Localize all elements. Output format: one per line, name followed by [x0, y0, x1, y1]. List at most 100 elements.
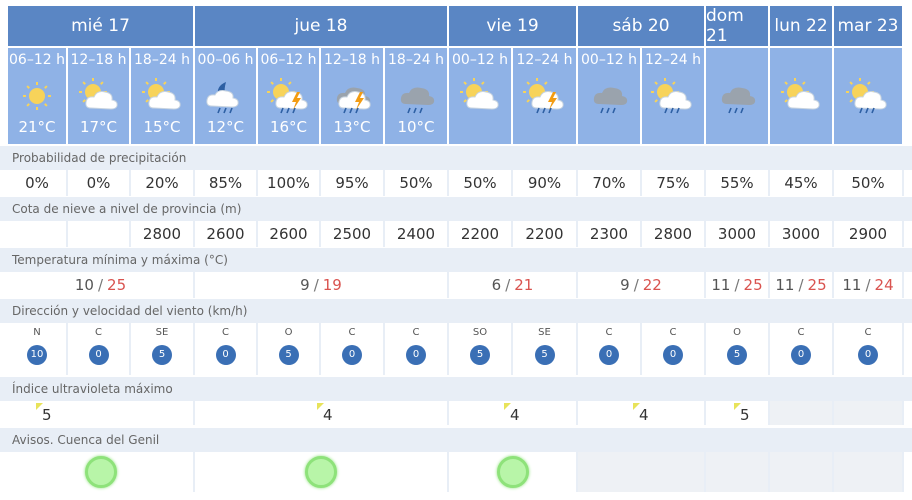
day-header-1: jue 18	[195, 6, 449, 46]
snow-level-cell: 3000	[770, 221, 834, 247]
alert-level-green-icon[interactable]	[496, 456, 529, 488]
uv-level-marker	[317, 403, 324, 410]
wind-cell: N 10	[8, 323, 68, 375]
wind-direction: SE	[538, 327, 551, 338]
temp-range-cell: 9/19	[195, 272, 449, 298]
alert-cell	[706, 452, 770, 492]
temp-separator: /	[798, 276, 804, 294]
precip-cell: 45%	[770, 170, 834, 196]
sun-cloud-icon	[458, 78, 502, 112]
period-cell-5: 12–18 h 13°C	[321, 48, 385, 144]
temp-section-title: Temperatura mínima y máxima (°C)	[8, 248, 912, 272]
wind-direction: C	[797, 327, 805, 338]
period-label: 00–06 h	[197, 52, 254, 68]
wind-speed-badge: 5	[278, 345, 299, 365]
snow-level-cell	[68, 221, 131, 247]
uv-value: 4	[510, 406, 520, 424]
uv-cell: 4	[195, 401, 449, 425]
temp-separator: /	[97, 276, 104, 294]
period-cell-9: 00–12 h	[578, 48, 642, 144]
temp-min: 9	[300, 276, 310, 294]
temp-separator: /	[734, 276, 740, 294]
period-label: 06–12 h	[9, 52, 65, 68]
period-label: 06–12 h	[260, 52, 317, 68]
period-cell-12	[770, 48, 834, 144]
sun-cloud-rain-icon	[651, 78, 695, 114]
precip-cell: 95%	[321, 170, 385, 196]
temp-max: 22	[642, 276, 662, 294]
uv-cell: 5	[8, 401, 195, 425]
wind-speed-badge: 0	[791, 345, 811, 365]
period-temperature: 17°C	[79, 118, 118, 136]
alert-level-green-icon[interactable]	[305, 456, 337, 488]
cloud-storm-icon	[330, 78, 374, 114]
snow-level-cell: 2500	[321, 221, 385, 247]
precip-cell: 75%	[642, 170, 706, 196]
wind-direction: C	[412, 327, 420, 338]
wind-direction: C	[222, 327, 229, 338]
snow-level-cell: 2600	[195, 221, 258, 247]
period-label: 12–24 h	[645, 52, 701, 68]
sun-icon	[15, 78, 59, 112]
period-cell-1: 12–18 h 17°C	[68, 48, 131, 144]
snow-level-cell: 2300	[578, 221, 642, 247]
temp-separator: /	[633, 276, 639, 294]
sun-cloud-icon	[140, 78, 184, 112]
temp-max: 19	[322, 276, 342, 294]
period-label: 12–18 h	[70, 52, 127, 68]
sun-cloud-rain-icon	[846, 78, 890, 114]
period-cell-0: 06–12 h 21°C	[8, 48, 68, 144]
precip-cell: 55%	[706, 170, 770, 196]
day-header-2: vie 19	[449, 6, 578, 46]
temp-min: 6	[491, 276, 502, 294]
alert-level-green-icon[interactable]	[84, 456, 117, 488]
wind-speed-badge: 0	[215, 345, 236, 365]
wind-speed-badge: 5	[534, 345, 555, 365]
period-cell-13	[834, 48, 904, 144]
moon-cloud-rain-icon	[204, 78, 248, 114]
alert-cell[interactable]	[8, 452, 195, 492]
wind-direction: C	[864, 327, 872, 338]
cloud-rain-icon	[715, 78, 759, 114]
wind-cell: SE 5	[131, 323, 195, 375]
alert-cell	[834, 452, 904, 492]
day-header-4: dom 21	[706, 6, 770, 46]
temp-range-cell: 10/25	[8, 272, 195, 298]
snow-level-cell	[8, 221, 68, 247]
wind-speed-badge: 0	[406, 345, 426, 365]
temp-max: 25	[107, 276, 127, 294]
period-label: 12–24 h	[516, 52, 573, 68]
alerts-section-title: Avisos. Cuenca del Genil	[8, 428, 912, 452]
wind-direction: O	[733, 327, 741, 338]
alert-cell[interactable]	[449, 452, 578, 492]
period-temperature: 21°C	[18, 118, 56, 136]
period-temperature: 16°C	[269, 118, 308, 136]
temp-min: 11	[775, 276, 795, 294]
temp-range-cell: 11/24	[834, 272, 904, 298]
wind-section-title: Dirección y velocidad del viento (km/h)	[8, 299, 912, 323]
precip-cell: 20%	[131, 170, 195, 196]
alert-cell[interactable]	[195, 452, 449, 492]
snow-level-cell: 2800	[642, 221, 706, 247]
sun-cloud-icon	[77, 78, 121, 112]
period-cell-4: 06–12 h 16°C	[258, 48, 321, 144]
period-cell-6: 18–24 h 10°C	[385, 48, 449, 144]
uv-cell	[834, 401, 904, 425]
cloud-rain-icon	[394, 78, 438, 114]
day-header-6: mar 23	[834, 6, 904, 46]
wind-cell: SO 5	[449, 323, 513, 375]
period-temperature: 13°C	[333, 118, 371, 136]
snow-section-title: Cota de nieve a nivel de provincia (m)	[8, 197, 912, 221]
temp-min: 9	[620, 276, 630, 294]
period-temperature: 12°C	[206, 118, 245, 136]
uv-value: 5	[740, 406, 750, 424]
uv-section-title: Índice ultravioleta máximo	[8, 377, 912, 401]
period-label: 00–12 h	[452, 52, 508, 68]
wind-direction: C	[95, 327, 102, 338]
uv-value: 4	[323, 406, 333, 424]
wind-speed-badge: 0	[599, 345, 619, 365]
precip-section-title: Probabilidad de precipitación	[8, 146, 912, 170]
